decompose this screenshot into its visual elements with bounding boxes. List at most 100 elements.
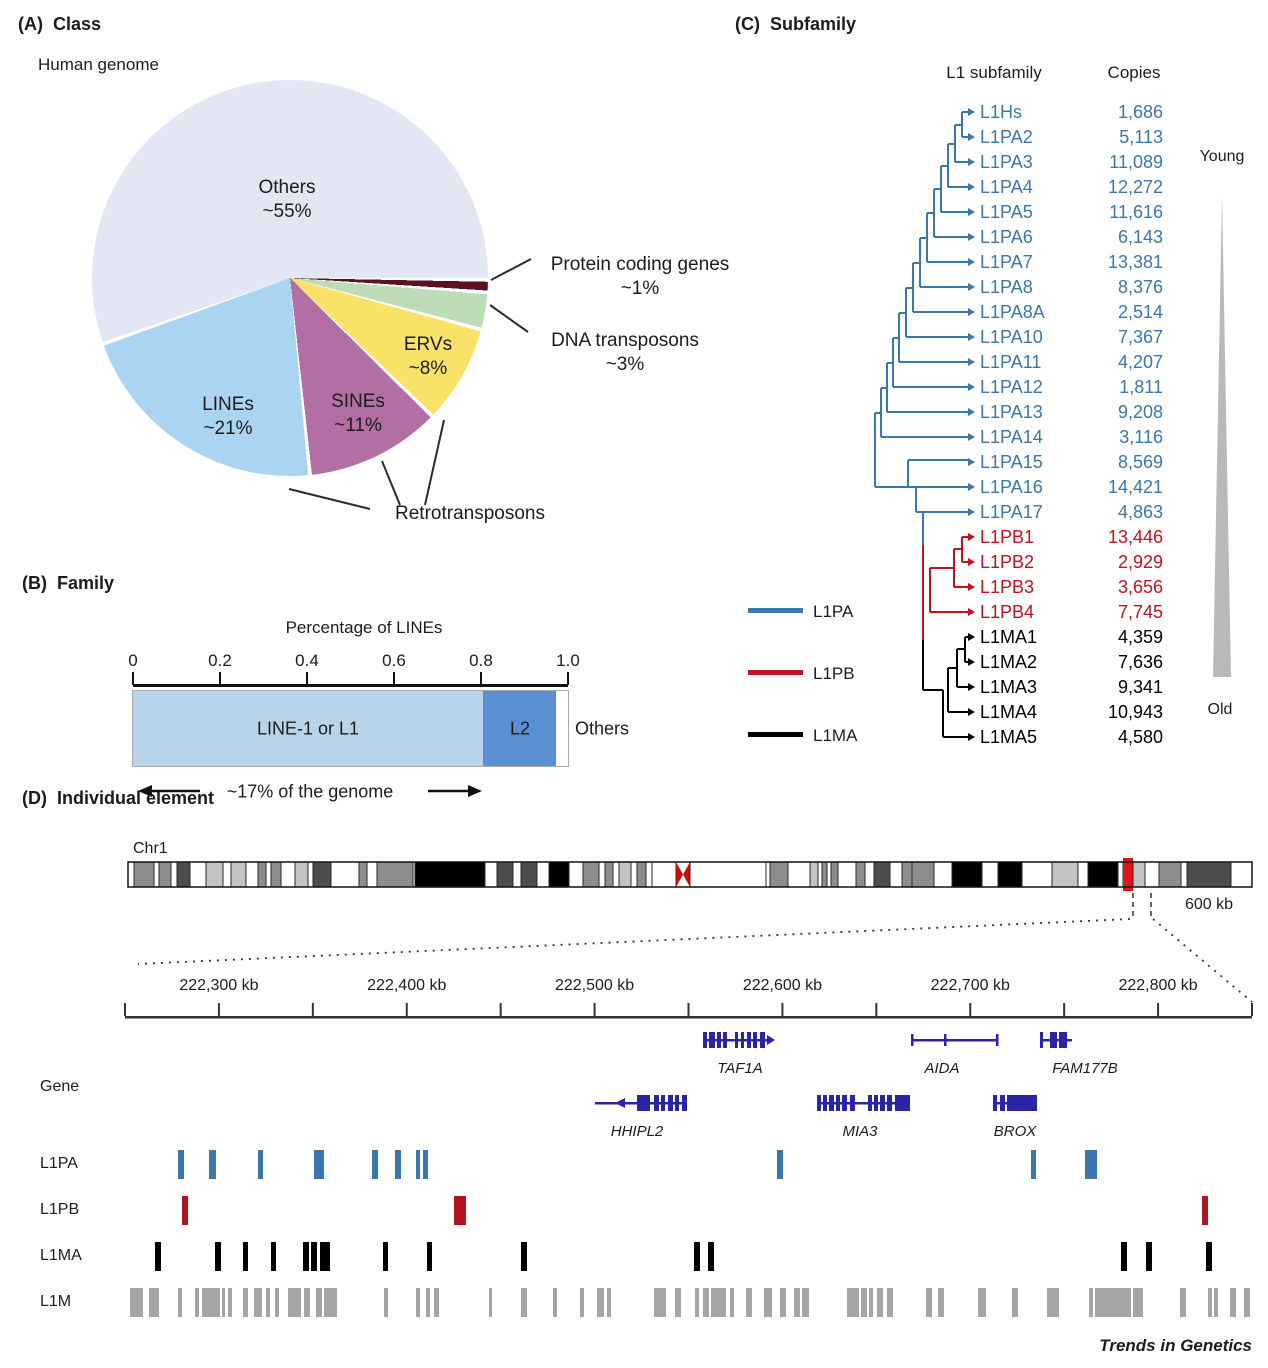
- gene-exon: [709, 1032, 715, 1048]
- chromosome-band: [127, 861, 135, 888]
- track-bar-l1ma: [271, 1242, 276, 1271]
- bar-tick-mark: [219, 672, 221, 685]
- leaf-tip-arrow: [968, 233, 975, 241]
- copies-value: 11,616: [1109, 202, 1163, 222]
- legend-label-l1pa: L1PA: [813, 602, 854, 621]
- subfamily-name: L1PB3: [980, 577, 1035, 597]
- bar-tick-label: 0.2: [208, 651, 232, 670]
- track-bar-l1m: [1180, 1288, 1186, 1317]
- panel-d-header: (D) Individual element: [22, 788, 214, 809]
- ruler-label: 222,600 kb: [742, 977, 822, 994]
- chromosome-band: [911, 861, 935, 888]
- chromosome-band: [769, 861, 789, 888]
- subfamily-name: L1MA2: [980, 652, 1038, 672]
- bar-tick-label: 1.0: [556, 651, 580, 670]
- leaf-tip-arrow: [968, 433, 975, 441]
- leaf-tip-arrow: [968, 158, 975, 166]
- copies-value: 3,116: [1119, 427, 1163, 447]
- track-bar-l1ma: [383, 1242, 388, 1271]
- leaf-tip-arrow: [968, 733, 975, 741]
- centromere: [683, 862, 690, 887]
- ruler-tick: [875, 1003, 878, 1016]
- chromosome-band: [1144, 861, 1160, 888]
- gene-direction-arrow: [615, 1098, 625, 1108]
- copies-value: 8,569: [1117, 452, 1163, 472]
- bar-tick-mark: [480, 672, 482, 685]
- pie-label-dna-transposons: DNA transposons ~3%: [551, 330, 699, 375]
- track-bar-l1m: [1089, 1288, 1093, 1317]
- subfamily-name: L1PA11: [980, 352, 1042, 372]
- copies-value: 2,514: [1117, 302, 1163, 322]
- subfamily-name: L1PA14: [980, 427, 1043, 447]
- track-bar-l1m: [695, 1288, 699, 1317]
- copies-value: 8,376: [1117, 277, 1163, 297]
- gene-exon: [735, 1032, 738, 1048]
- track-bar-l1m: [324, 1288, 337, 1317]
- track-bar-l1m: [426, 1288, 430, 1317]
- subfamily-name: L1PA17: [980, 502, 1043, 522]
- subfamily-name: L1PA13: [980, 402, 1043, 422]
- track-bar-l1m: [416, 1288, 420, 1317]
- region-marker-band: [1123, 858, 1133, 891]
- bar-tick-mark: [393, 672, 395, 685]
- chromosome-band: [270, 861, 282, 888]
- track-bar-l1pa: [416, 1150, 420, 1179]
- gene-exon: [993, 1095, 997, 1111]
- copies-value: 12,272: [1107, 177, 1163, 197]
- chromosome-band: [484, 861, 498, 888]
- chromosome-band: [376, 861, 414, 888]
- pie-label-lines: LINEs ~21%: [202, 394, 254, 439]
- ruler-tick: [1063, 1003, 1066, 1016]
- track-bar-l1m: [384, 1288, 388, 1317]
- gene-exon: [823, 1095, 827, 1111]
- track-bar-l1m: [1244, 1288, 1250, 1317]
- track-bar-l1ma: [708, 1242, 714, 1271]
- gene-exon: [1000, 1095, 1005, 1111]
- bar-segment-label-l2: L2: [509, 718, 531, 739]
- chromosome-band: [280, 861, 296, 888]
- gene-direction-arrow: [767, 1035, 775, 1045]
- chromosome-band: [645, 861, 653, 888]
- chromosome-band: [548, 861, 570, 888]
- copies-value: 10,943: [1107, 702, 1163, 722]
- subfamily-name: L1PA8: [980, 277, 1033, 297]
- ruler-tick: [1157, 1003, 1160, 1016]
- leaf-tip-arrow: [968, 508, 975, 516]
- track-bar-l1m: [489, 1288, 492, 1317]
- chromosome-band: [312, 861, 332, 888]
- copies-value: 4,359: [1117, 627, 1163, 647]
- panel-a-tag: (A): [18, 14, 43, 34]
- track-bar-l1m: [228, 1288, 232, 1317]
- gene-exon: [753, 1032, 757, 1048]
- track-bar-l1m: [288, 1288, 301, 1317]
- gene-exon: [836, 1095, 840, 1111]
- ruler-label: 222,400 kb: [367, 977, 447, 994]
- chromosome-band: [864, 861, 875, 888]
- track-bar-l1ma: [243, 1242, 248, 1271]
- copies-value: 4,580: [1117, 727, 1163, 747]
- track-bar-l1pa: [178, 1150, 184, 1179]
- chromosome-band: [205, 861, 224, 888]
- track-bar-l1m: [202, 1288, 220, 1317]
- subfamily-name: L1PB1: [980, 527, 1035, 547]
- pie-title: Human genome: [38, 55, 159, 74]
- gene-tick: [944, 1034, 947, 1046]
- track-bar-l1ma: [1121, 1242, 1127, 1271]
- chromosome-band: [1158, 861, 1182, 888]
- chromosome-band: [933, 861, 953, 888]
- chromosome-band: [1186, 861, 1232, 888]
- legend-label-l1pb: L1PB: [813, 664, 855, 683]
- track-label-l1ma: L1MA: [40, 1247, 82, 1264]
- panel-c-title: Subfamily: [770, 14, 857, 34]
- leader-retro-sines: [381, 460, 401, 506]
- track-bar-l1m: [1208, 1288, 1212, 1317]
- subfamily-name: L1PA4: [980, 177, 1033, 197]
- chromosome-band: [1180, 861, 1188, 888]
- gene-exon: [661, 1095, 665, 1111]
- chromosome-band: [366, 861, 378, 888]
- bar-annotation: ~17% of the genome: [226, 781, 394, 802]
- copies-value: 1,686: [1117, 102, 1163, 122]
- track-bar-l1m: [1133, 1288, 1143, 1317]
- zoom-diagonal-right: [1152, 918, 1253, 1003]
- track-bar-l1m: [938, 1288, 944, 1317]
